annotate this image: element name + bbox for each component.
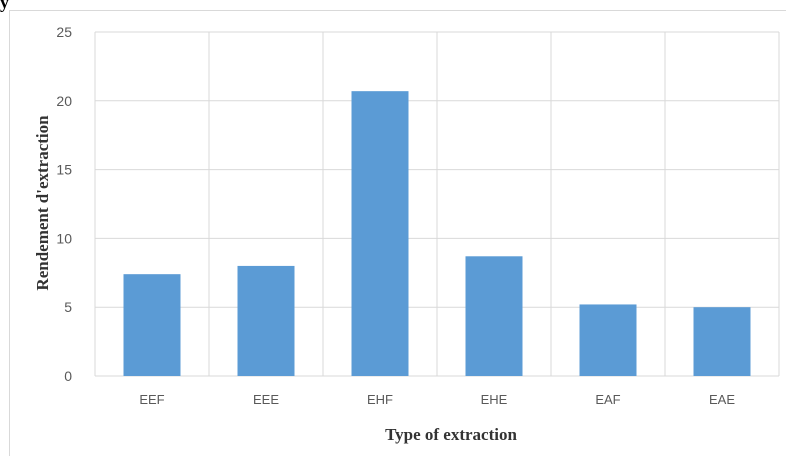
bar-eaf xyxy=(579,304,637,376)
y-tick-label-3: 15 xyxy=(56,162,72,178)
bar-ehe xyxy=(465,256,523,376)
y-axis-title: Rendement d'extraction xyxy=(33,115,52,291)
y-tick-labels: 0 5 10 15 20 25 xyxy=(56,24,72,384)
bars-layer xyxy=(123,91,751,376)
x-tick-label-ehf: EHF xyxy=(367,392,393,407)
x-tick-label-eee: EEE xyxy=(253,392,279,407)
x-tick-label-eae: EAE xyxy=(709,392,735,407)
bar-eae xyxy=(693,307,751,376)
x-tick-label-eaf: EAF xyxy=(595,392,620,407)
x-tick-label-eef: EEF xyxy=(139,392,164,407)
x-tick-labels: EEF EEE EHF EHE EAF EAE xyxy=(139,392,735,407)
y-tick-label-1: 5 xyxy=(64,299,72,315)
x-axis-title: Type of extraction xyxy=(385,425,517,444)
grid-layer xyxy=(94,31,780,377)
corner-mark: y xyxy=(0,0,9,12)
y-tick-label-2: 10 xyxy=(56,230,72,246)
bar-eee xyxy=(237,265,295,376)
y-tick-label-0: 0 xyxy=(64,368,72,384)
x-tick-label-ehe: EHE xyxy=(481,392,508,407)
y-tick-label-5: 25 xyxy=(56,24,72,40)
y-tick-label-4: 20 xyxy=(56,93,72,109)
bar-ehf xyxy=(351,91,409,376)
chart-frame xyxy=(9,10,786,456)
bar-eef xyxy=(123,274,181,376)
